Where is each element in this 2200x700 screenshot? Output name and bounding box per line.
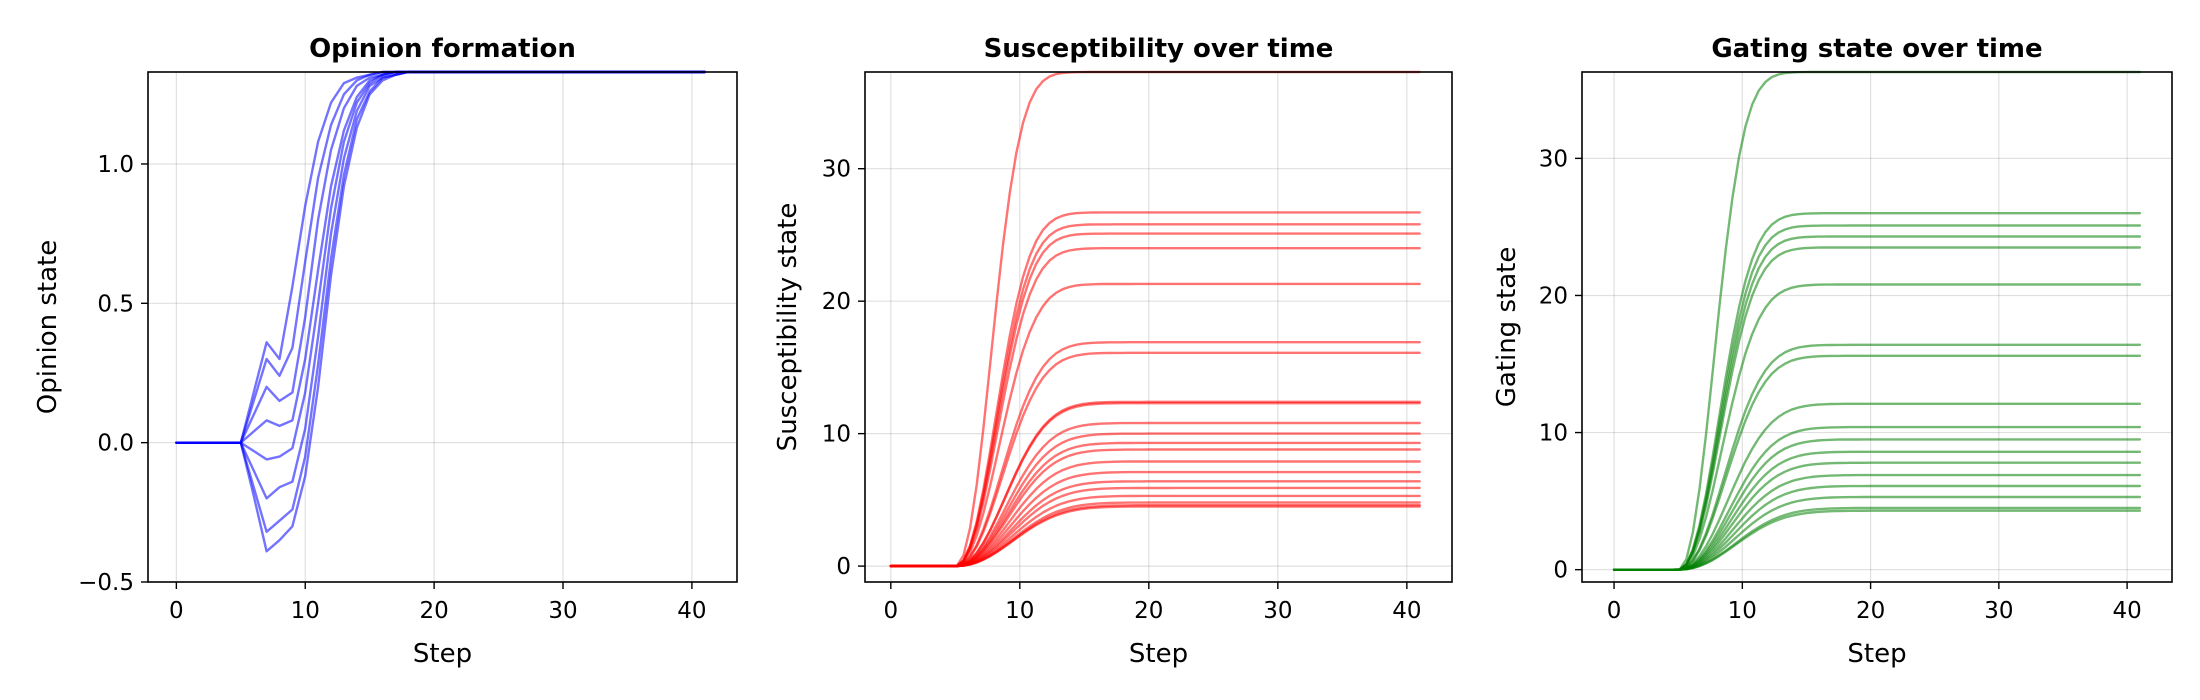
- chart-title: Susceptibility over time: [984, 34, 1334, 64]
- series-line-7: [175, 70, 706, 533]
- x-axis-label: Step: [413, 639, 472, 669]
- series-layer: [1612, 70, 2142, 571]
- plot-frame: [864, 71, 1453, 583]
- x-tick-label: 0: [883, 598, 898, 624]
- y-axis-label: Susceptibility state: [773, 203, 803, 452]
- y-tick-label: 30: [822, 157, 851, 183]
- series-line-1: [1612, 70, 2142, 571]
- tick-layer: 0 10 20 30 40 −0.5 0.0 0.5 1.0: [78, 152, 706, 624]
- chart-title: Opinion formation: [309, 34, 576, 64]
- y-tick-label: 10: [822, 422, 851, 448]
- series-layer: [889, 70, 1421, 568]
- series-line-1: [175, 70, 706, 444]
- x-tick-label: 30: [1984, 598, 2013, 624]
- x-tick-label: 30: [548, 598, 577, 624]
- plot-frame: [147, 71, 738, 583]
- series-line-3: [889, 223, 1421, 568]
- series-line-10: [889, 402, 1421, 568]
- x-tick-label: 20: [419, 598, 448, 624]
- series-layer: [175, 70, 706, 553]
- panel-susceptibility: 0 10 20 30 40 0 10 20 30 Susceptibility over tim…: [773, 34, 1453, 669]
- y-tick-label: 10: [1539, 421, 1568, 447]
- series-line-5: [889, 247, 1421, 568]
- series-line-2: [889, 211, 1421, 568]
- series-line-1: [889, 70, 1421, 568]
- series-line-6: [1612, 283, 2142, 571]
- y-tick-label: 20: [1539, 283, 1568, 309]
- y-axis-label: Gating state: [1492, 247, 1522, 408]
- x-tick-label: 40: [1392, 598, 1421, 624]
- x-axis-label: Step: [1129, 639, 1188, 669]
- tick-layer: 0 10 20 30 40 0 10 20 30: [822, 157, 1422, 624]
- x-tick-label: 30: [1263, 598, 1292, 624]
- y-tick-label: 0.0: [97, 431, 134, 457]
- plot-frame: [1581, 71, 2173, 583]
- series-line-2: [1612, 212, 2142, 571]
- x-tick-label: 20: [1856, 598, 1885, 624]
- x-tick-label: 10: [1005, 598, 1034, 624]
- x-tick-label: 40: [677, 598, 706, 624]
- x-tick-label: 40: [2112, 598, 2141, 624]
- y-tick-label: 30: [1539, 146, 1568, 172]
- series-line-18: [1612, 509, 2142, 571]
- chart-title: Gating state over time: [1711, 34, 2042, 64]
- series-line-8: [175, 70, 706, 553]
- series-line-8: [889, 351, 1421, 568]
- x-tick-label: 0: [1607, 598, 1622, 624]
- series-line-3: [1612, 224, 2142, 571]
- series-line-6: [889, 282, 1421, 568]
- x-tick-label: 20: [1134, 598, 1163, 624]
- y-axis-label: Opinion state: [33, 240, 63, 414]
- x-tick-label: 0: [169, 598, 184, 624]
- x-tick-label: 10: [291, 598, 320, 624]
- series-line-5: [175, 70, 706, 461]
- x-axis-label: Step: [1847, 639, 1906, 669]
- y-tick-label: 0.5: [97, 291, 134, 317]
- panel-opinion-formation: 0 10 20 30 40 −0.5 0.0 0.5 1.0 Opinion formation…: [33, 34, 738, 669]
- tick-layer: 0 10 20 30 40 0 10 20 30: [1539, 146, 2142, 624]
- y-tick-label: 0: [836, 554, 851, 580]
- series-line-6: [175, 70, 706, 500]
- y-tick-label: 20: [822, 289, 851, 315]
- x-tick-label: 10: [1728, 598, 1757, 624]
- y-tick-label: 0: [1553, 558, 1568, 584]
- y-tick-label: 1.0: [97, 152, 134, 178]
- grid-layer: [1582, 72, 2172, 582]
- series-line-22: [889, 505, 1421, 568]
- series-line-5: [1612, 246, 2142, 571]
- grid-layer: [148, 72, 737, 583]
- series-line-9: [1612, 402, 2142, 571]
- series-line-8: [1612, 354, 2142, 571]
- y-tick-label: −0.5: [78, 570, 134, 596]
